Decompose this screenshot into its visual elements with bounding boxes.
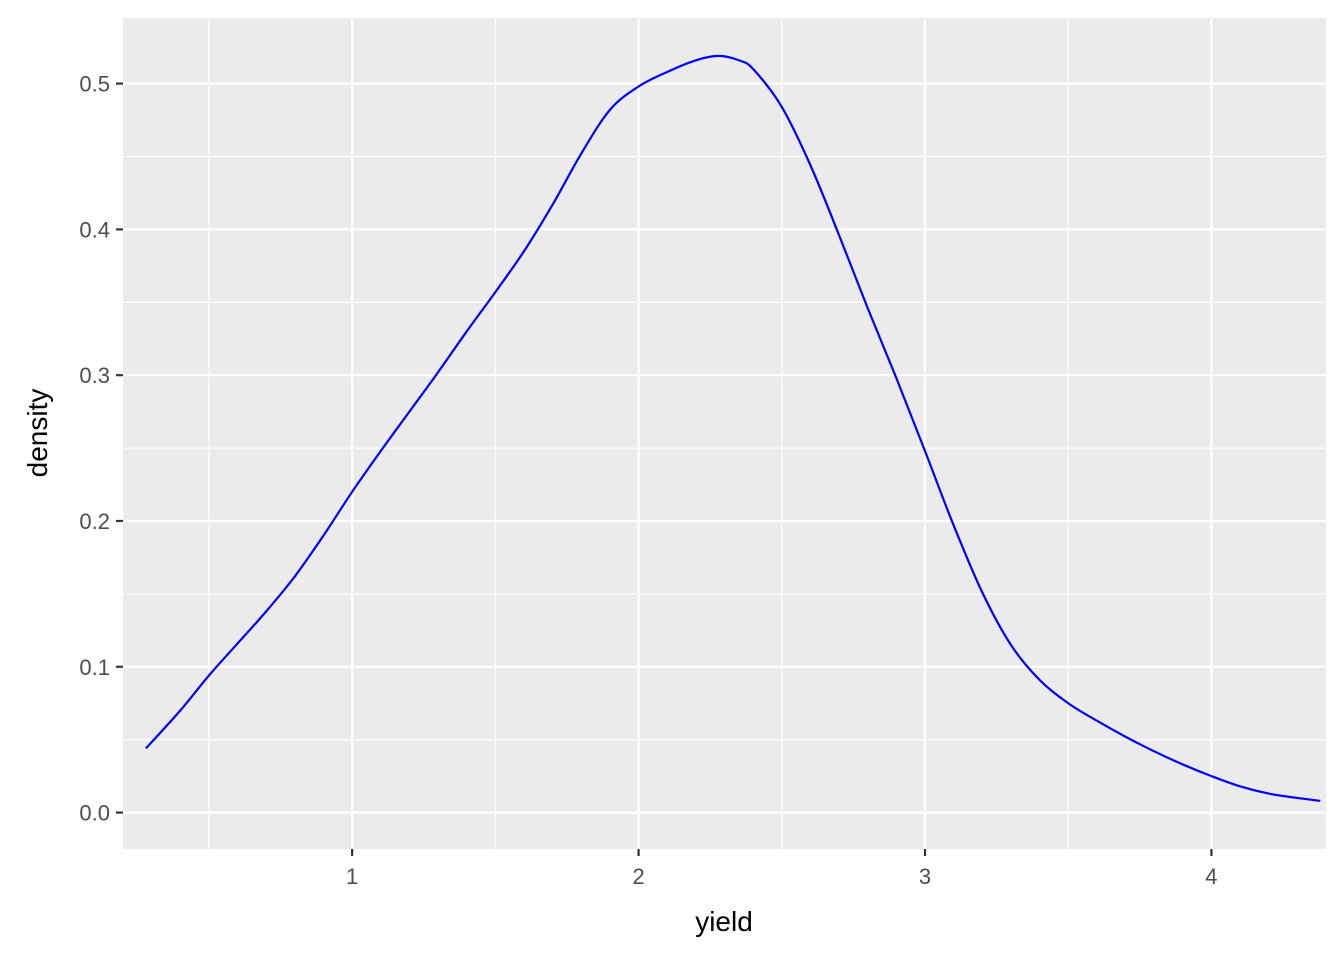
y-tick-label: 0.1: [79, 655, 110, 680]
x-tick-label: 2: [632, 864, 644, 889]
y-axis-title: density: [22, 389, 53, 478]
x-tick-label: 4: [1205, 864, 1217, 889]
y-tick-label: 0.3: [79, 363, 110, 388]
x-axis: 1 2 3 4: [346, 849, 1218, 889]
x-axis-title: yield: [695, 906, 753, 937]
y-tick-label: 0.5: [79, 72, 110, 97]
y-tick-label: 0.4: [79, 217, 110, 242]
minor-gridlines: [123, 18, 1326, 849]
y-tick-label: 0.0: [79, 801, 110, 826]
x-tick-label: 1: [346, 864, 358, 889]
y-tick-label: 0.2: [79, 509, 110, 534]
plot-panel: [123, 18, 1326, 849]
y-axis: 0.0 0.1 0.2 0.3 0.4 0.5: [79, 72, 123, 826]
x-tick-label: 3: [919, 864, 931, 889]
density-curve: [145, 54, 1321, 802]
major-gridlines: [123, 18, 1326, 849]
